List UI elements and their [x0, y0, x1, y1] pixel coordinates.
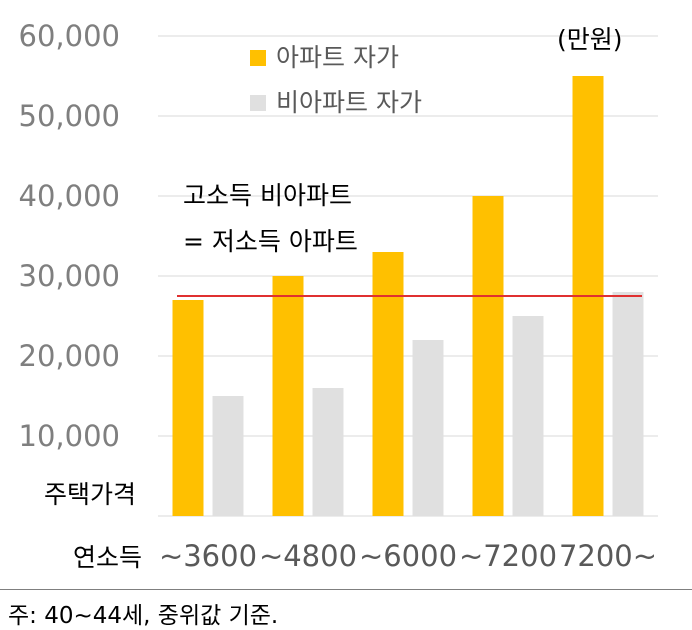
- bar-non-apartment: [512, 316, 544, 516]
- bar-apartment: [472, 196, 504, 516]
- x-axis-categories: ~3600 ~4800 ~6000 ~7200 7200~: [159, 539, 657, 573]
- bar-non-apartment: [312, 388, 344, 516]
- bar-apartment: [172, 300, 204, 516]
- legend-swatch-apartment: [250, 50, 266, 66]
- unit-label: (만원): [557, 25, 623, 54]
- bar-apartment: [372, 252, 404, 516]
- footnote-divider: [0, 589, 692, 590]
- footnote: 주: 40~44세, 중위값 기준.: [8, 603, 279, 629]
- y-tick-label: 50,000: [19, 99, 120, 133]
- legend-label-non-apartment: 비아파트 자가: [276, 88, 422, 117]
- bar-non-apartment: [612, 292, 644, 516]
- annotation-line-1: 고소득 비아파트: [183, 181, 352, 210]
- x-category-label: ~7200: [459, 539, 557, 573]
- legend-label-apartment: 아파트 자가: [276, 43, 399, 72]
- y-tick-label: 40,000: [19, 179, 120, 213]
- y-tick-label: 60,000: [19, 19, 120, 53]
- legend-swatch-non-apartment: [250, 95, 266, 111]
- x-category-label: ~6000: [359, 539, 457, 573]
- y-tick-label: 10,000: [19, 419, 120, 453]
- y-tick-label: 30,000: [19, 259, 120, 293]
- bar-apartment: [272, 276, 304, 516]
- annotation-line-2: = 저소득 아파트: [183, 227, 358, 256]
- y-axis-label: 주택가격: [44, 480, 136, 509]
- bar-non-apartment: [412, 340, 444, 516]
- x-category-label: ~4800: [259, 539, 357, 573]
- x-axis-label: 연소득: [73, 543, 142, 572]
- bars: [172, 76, 644, 516]
- y-axis-ticks: 10,000 20,000 30,000 40,000 50,000 60,000: [19, 19, 120, 453]
- x-category-label: 7200~: [559, 539, 657, 573]
- x-category-label: ~3600: [159, 539, 257, 573]
- y-tick-label: 20,000: [19, 339, 120, 373]
- bar-chart: 10,000 20,000 30,000 40,000 50,000 60,000 ~36…: [19, 19, 658, 573]
- bar-non-apartment: [212, 396, 244, 516]
